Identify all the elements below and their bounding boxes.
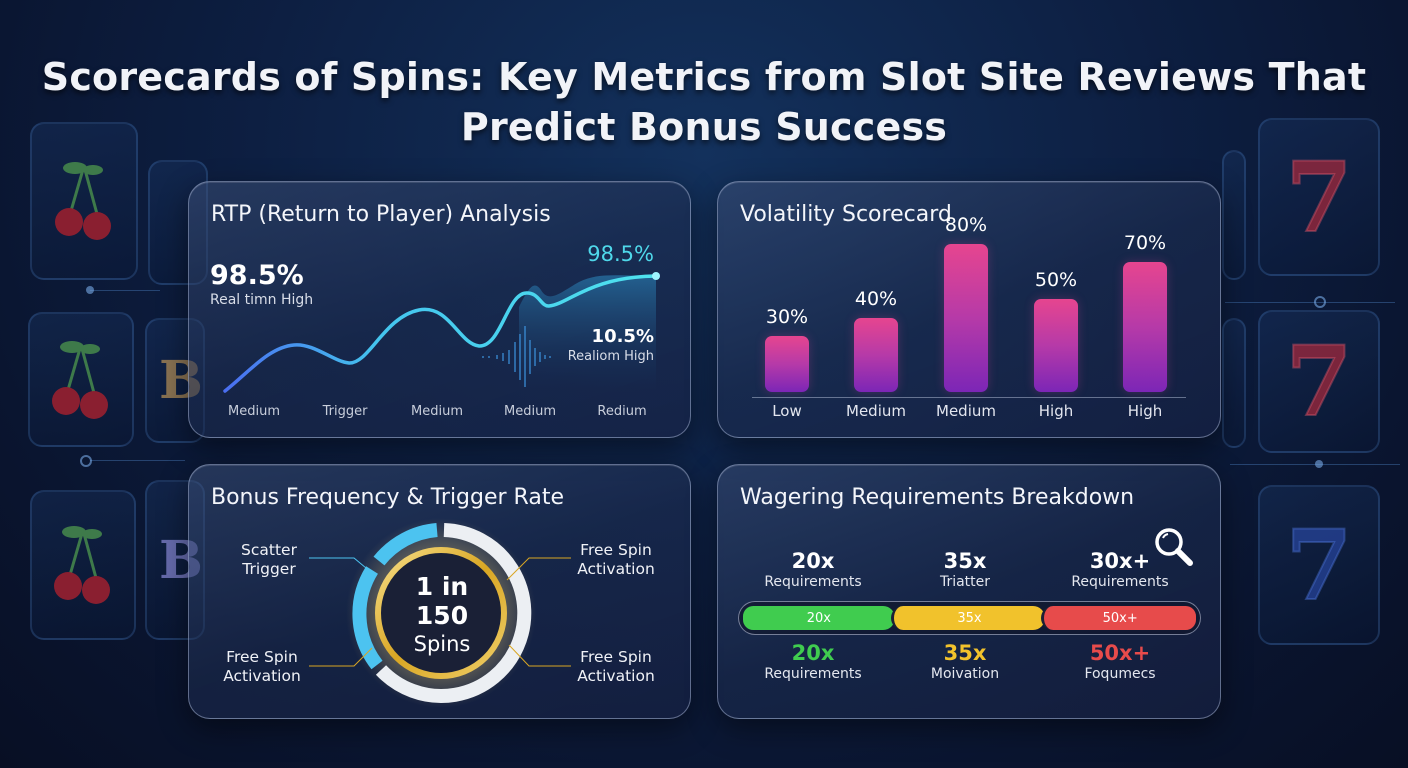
partial-tile bbox=[1222, 150, 1246, 280]
volatility-bar bbox=[765, 336, 809, 392]
rtp-secondary-value: 10.5% bbox=[591, 326, 654, 347]
callout-line-1: Scatter bbox=[241, 541, 297, 559]
trigger-rate-ring bbox=[309, 518, 571, 708]
cherry-icon bbox=[52, 340, 108, 419]
stat-value: 35x bbox=[943, 641, 987, 665]
stat-label: Triatter bbox=[939, 574, 991, 590]
rtp-x-axis: Medium Trigger Medium Medium Redium bbox=[189, 404, 690, 424]
callout-scatter-trigger: Scatter Trigger bbox=[229, 541, 309, 579]
segment-medium: 35x bbox=[890, 606, 1046, 630]
wager-bottom-stat: 20x Requirements bbox=[738, 641, 888, 683]
trigger-rate-center: 1 in 150 Spins bbox=[388, 572, 496, 656]
search-icon bbox=[1155, 528, 1193, 566]
chart-baseline bbox=[752, 397, 1186, 398]
callout-line-2: Trigger bbox=[242, 560, 296, 578]
trigger-rate-value: 1 in 150 bbox=[415, 572, 469, 630]
x-tick-label: Medium bbox=[504, 404, 556, 419]
stat-label: Moivation bbox=[930, 666, 1000, 682]
rtp-peak-label: 98.5% bbox=[587, 242, 654, 266]
wager-bottom-stat: 35x Moivation bbox=[890, 641, 1040, 683]
card-title: RTP (Return to Player) Analysis bbox=[211, 202, 551, 227]
bar-category-label: High bbox=[1127, 402, 1163, 420]
bar-value-label: 80% bbox=[944, 214, 988, 236]
callout-line-1: Free Spin bbox=[580, 648, 652, 666]
stat-value: 20x bbox=[791, 549, 835, 573]
rtp-headline-value: 98.5% bbox=[210, 260, 304, 291]
callout-line-2: Activation bbox=[577, 667, 655, 685]
seven-tile: 7 bbox=[1258, 485, 1380, 645]
callout-free-spin-activation: Free Spin Activation bbox=[571, 648, 661, 686]
stat-label: Requirements bbox=[764, 666, 862, 682]
bar-value-label: 50% bbox=[1034, 269, 1078, 291]
wagering-requirements-card: Wagering Requirements Breakdown 20x Requ… bbox=[717, 464, 1221, 719]
callout-line-2: Activation bbox=[577, 560, 655, 578]
bar-value-label: 40% bbox=[854, 288, 898, 310]
cherry-tile bbox=[28, 312, 134, 447]
rtp-secondary-label: Realiom High bbox=[567, 349, 654, 364]
cherry-icon bbox=[54, 526, 110, 604]
stat-label: Requirements bbox=[764, 574, 862, 590]
trigger-rate-unit: Spins bbox=[413, 632, 471, 656]
stat-value: 20x bbox=[791, 641, 835, 665]
x-tick-label: Trigger bbox=[322, 404, 368, 419]
volatility-scorecard-card: Volatility Scorecard 30% Low 40% Medium 80% M… bbox=[717, 181, 1221, 438]
volatility-bar bbox=[854, 318, 898, 392]
card-title: Bonus Frequency & Trigger Rate bbox=[211, 485, 564, 510]
bonus-frequency-card: Bonus Frequency & Trigger Rate Sca bbox=[188, 464, 691, 719]
bar-category-label: Medium bbox=[846, 402, 906, 420]
bar-category-label: Medium bbox=[936, 402, 996, 420]
bar-category-label: High bbox=[1038, 402, 1074, 420]
seven-tile: 7 bbox=[1258, 310, 1380, 453]
partial-tile bbox=[1222, 318, 1246, 448]
stat-label: Foqumecs bbox=[1084, 666, 1156, 682]
bar-value-label: 70% bbox=[1123, 232, 1167, 254]
bar-category-label: Low bbox=[772, 402, 802, 420]
wager-bottom-stat: 50x+ Foqumecs bbox=[1045, 641, 1195, 683]
stat-value: 50x+ bbox=[1089, 641, 1151, 665]
wagering-segment-bar: 20x 35x 50x+ bbox=[738, 601, 1201, 635]
volatility-bar bbox=[1034, 299, 1078, 392]
rtp-analysis-card: RTP (Return to Player) Analysis 98.5% Re… bbox=[188, 181, 691, 438]
wager-top-stat: 30x+ Requirements bbox=[1045, 549, 1195, 591]
wager-top-stat: 20x Requirements bbox=[738, 549, 888, 591]
card-title: Wagering Requirements Breakdown bbox=[740, 485, 1135, 510]
volatility-bar bbox=[1123, 262, 1167, 392]
stat-label: Requirements bbox=[1071, 574, 1169, 590]
cherry-icon bbox=[55, 162, 111, 240]
x-tick-label: Medium bbox=[411, 404, 463, 419]
segment-high: 50x+ bbox=[1041, 606, 1197, 630]
callout-free-spin-activation: Free Spin Activation bbox=[217, 648, 307, 686]
callout-line-1: Free Spin bbox=[226, 648, 298, 666]
volatility-bar bbox=[944, 244, 988, 392]
rtp-headline-label: Real timn High bbox=[210, 292, 314, 308]
stat-value: 30x+ bbox=[1089, 549, 1151, 573]
page-title: Scorecards of Spins: Key Metrics from Sl… bbox=[41, 55, 1367, 149]
rtp-line-chart bbox=[223, 272, 660, 393]
callout-line-2: Activation bbox=[223, 667, 301, 685]
x-tick-label: Redium bbox=[597, 404, 647, 419]
stat-value: 35x bbox=[943, 549, 987, 573]
bar-value-label: 30% bbox=[765, 306, 809, 328]
x-tick-label: Medium bbox=[228, 404, 280, 419]
callout-free-spin-activation: Free Spin Activation bbox=[571, 541, 661, 579]
wager-top-stat: 35x Triatter bbox=[890, 549, 1040, 591]
segment-low: 20x bbox=[743, 606, 895, 630]
cherry-tile bbox=[30, 490, 136, 640]
card-title: Volatility Scorecard bbox=[740, 202, 952, 227]
callout-line-1: Free Spin bbox=[580, 541, 652, 559]
